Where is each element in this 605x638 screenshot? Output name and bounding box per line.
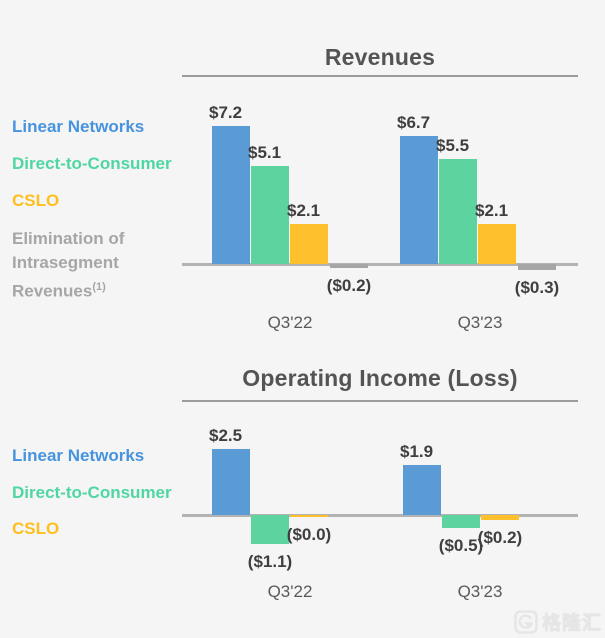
legend-item-direct-to-consumer-2: Direct-to-Consumer <box>12 483 172 503</box>
legend-item-linear-networks-2: Linear Networks <box>12 446 144 466</box>
value-label-revenues-q3-22-cslo: $2.1 <box>287 201 321 220</box>
value-label-revenues-q3-23-direct-to-consumer: $5.5 <box>436 136 470 155</box>
watermark-text: 格隆汇 <box>541 613 602 634</box>
legend-item-elimination: Elimination of Intrasegment Revenues(1) <box>12 227 162 304</box>
value-label-revenues-q3-23-linear-networks: $6.7 <box>397 113 431 132</box>
value-label-revenues-q3-23-cslo: $2.1 <box>475 201 509 220</box>
legend-label: CSLO <box>12 519 60 538</box>
category-label-q322: Q3'22 <box>267 313 313 332</box>
category-label-q323: Q3'23 <box>457 313 503 332</box>
value-label-revenues-q3-23-elimination-of-intrasegment-revenues-1: ($0.3) <box>514 278 560 297</box>
operating-income-plot-area: Q3'22 Q3'23 $2.5 ($1.1) ($0.0) $1.9 ($0.5) ($… <box>182 405 578 605</box>
value-label-operating-income-q3-22-direct-to-consumer: ($1.1) <box>247 552 293 571</box>
bar-revenues-q3-23-direct-to-consumer <box>439 159 477 264</box>
legend-item-direct-to-consumer: Direct-to-Consumer <box>12 154 172 174</box>
gelonghui-watermark: 格隆汇 <box>513 608 602 635</box>
footnote-marker: (1) <box>92 281 106 293</box>
revenues-plot-area: Q3'22 Q3'23 $7.2 $5.1 $2.1 ($0.2) $6.7 $5.5 $2… <box>182 80 578 332</box>
category-label-q323-2: Q3'23 <box>457 582 503 601</box>
chart-title-revenues: Revenues <box>324 44 436 70</box>
value-label-revenues-q3-22-linear-networks: $7.2 <box>209 103 243 122</box>
bar-operating-income-q3-22-cslo <box>290 515 328 517</box>
bar-revenues-q3-23-cslo <box>478 224 516 264</box>
value-label-operating-income-q3-23-cslo: ($0.2) <box>477 528 523 547</box>
legend-label: Linear Networks <box>12 446 145 465</box>
bar-operating-income-q3-23-linear-networks <box>403 465 441 515</box>
bar-revenues-q3-23-linear-networks <box>400 136 438 264</box>
x-axis-line <box>182 263 578 266</box>
legend-item-cslo: CSLO <box>12 191 59 211</box>
bar-operating-income-q3-22-linear-networks <box>212 449 250 515</box>
value-label-operating-income-q3-22-cslo: ($0.0) <box>286 525 332 544</box>
legend-item-linear-networks: Linear Networks <box>12 117 144 137</box>
value-label-revenues-q3-22-direct-to-consumer: $5.1 <box>248 143 282 162</box>
value-label-operating-income-q3-22-linear-networks: $2.5 <box>209 426 243 445</box>
legend-label: Linear Networks <box>12 117 145 136</box>
title-underline <box>182 75 578 77</box>
bar-revenues-q3-22-cslo <box>290 224 328 264</box>
bar-revenues-q3-22-elimination-of-intrasegment-revenues-1 <box>330 264 368 268</box>
bar-revenues-q3-22-direct-to-consumer <box>251 166 289 264</box>
chart-title-operating-income: Operating Income (Loss) <box>242 365 518 391</box>
legend-item-cslo-2: CSLO <box>12 519 59 539</box>
value-label-operating-income-q3-23-direct-to-consumer: ($0.5) <box>438 536 484 555</box>
bar-operating-income-q3-23-cslo <box>481 515 519 520</box>
legend-label: Direct-to-Consumer <box>12 154 172 173</box>
gelonghui-g-logo-icon <box>514 609 538 634</box>
value-label-revenues-q3-22-elimination-of-intrasegment-revenues-1: ($0.2) <box>326 276 372 295</box>
title-underline-2 <box>182 400 578 402</box>
value-label-operating-income-q3-23-linear-networks: $1.9 <box>400 442 434 461</box>
bar-revenues-q3-23-elimination-of-intrasegment-revenues-1 <box>518 264 556 270</box>
category-label-q322-2: Q3'22 <box>267 582 313 601</box>
bar-operating-income-q3-22-direct-to-consumer <box>251 515 289 544</box>
legend-label: CSLO <box>12 191 60 210</box>
legend-label: Direct-to-Consumer <box>12 483 172 502</box>
bar-operating-income-q3-23-direct-to-consumer <box>442 515 480 528</box>
legend-label: Elimination of Intrasegment Revenues <box>12 229 125 301</box>
x-axis-line-2 <box>182 514 578 517</box>
bar-revenues-q3-22-linear-networks <box>212 126 250 264</box>
